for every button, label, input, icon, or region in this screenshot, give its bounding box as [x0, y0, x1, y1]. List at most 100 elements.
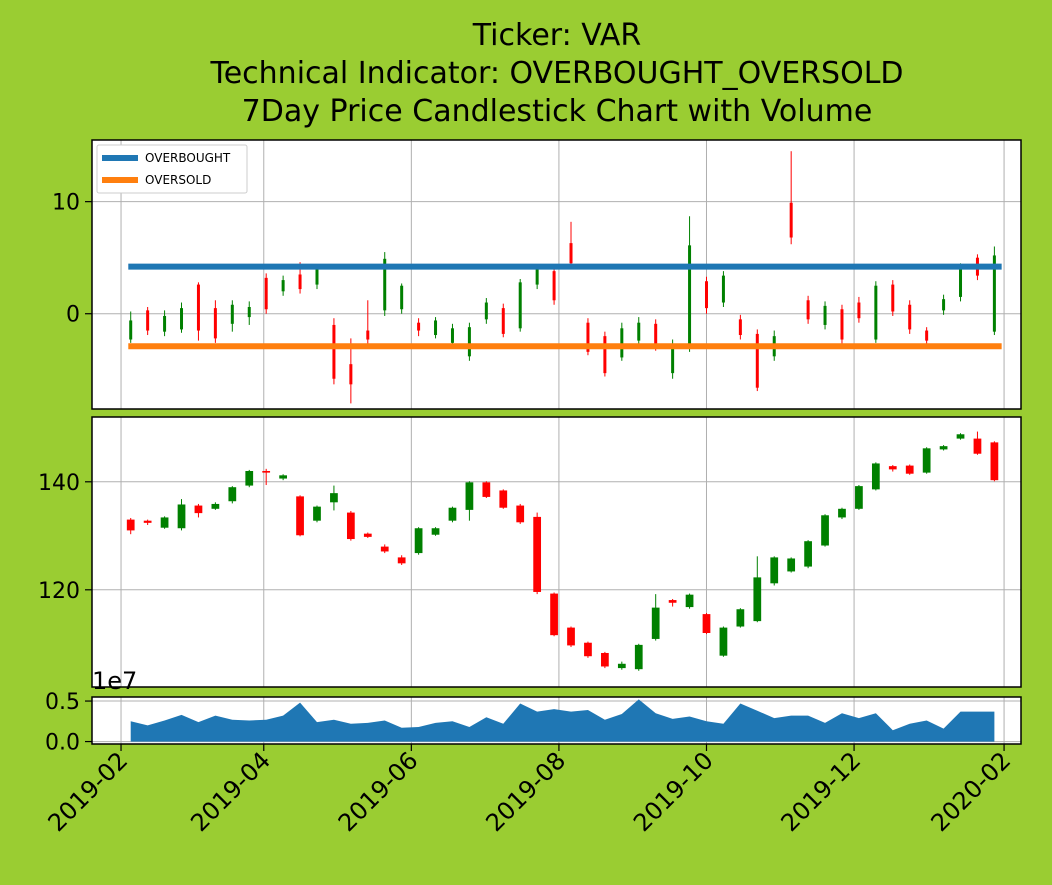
candle-body — [992, 255, 996, 332]
y-tick-label: 120 — [38, 579, 80, 604]
candle-body — [482, 482, 491, 497]
candle-body — [651, 607, 660, 639]
candle-body — [129, 320, 133, 340]
x-tick-label: 2020-02 — [926, 746, 1017, 837]
candle-body — [332, 324, 336, 379]
candle-body — [163, 315, 167, 332]
candle-body — [465, 482, 474, 510]
x-tick-label: 2019-04 — [185, 746, 276, 837]
candle-body — [146, 310, 150, 331]
candle-body — [654, 323, 658, 346]
candle-body — [484, 302, 488, 320]
candle-body — [821, 515, 829, 546]
candle-body — [855, 486, 863, 509]
x-tick-label: 2019-10 — [628, 746, 719, 837]
candle-body — [346, 512, 355, 540]
candle-body — [586, 322, 590, 352]
candle-body — [296, 496, 304, 536]
candle-body — [838, 508, 846, 518]
candle-body — [535, 268, 539, 285]
candle-body — [499, 490, 508, 508]
candle-body — [959, 266, 963, 297]
x-tick-label: 2019-06 — [333, 746, 424, 837]
candle-body — [755, 333, 759, 388]
candle-body — [552, 271, 556, 301]
candle-body — [313, 506, 321, 521]
candle-body — [789, 202, 793, 238]
candle-body — [637, 322, 641, 341]
candle-body — [247, 307, 251, 318]
candle-body — [823, 305, 827, 325]
candle-body — [177, 504, 186, 529]
indicator-panel-frame — [91, 139, 1022, 410]
candle-body — [567, 627, 575, 646]
candle-body — [431, 528, 440, 535]
candle-body — [685, 594, 694, 608]
candle-body — [450, 328, 454, 343]
price-candles — [126, 431, 999, 671]
candle-body — [634, 644, 643, 670]
candle-body — [874, 285, 878, 340]
x-tick-label: 2019-02 — [43, 746, 134, 837]
candle-body — [380, 546, 389, 552]
candle-body — [400, 285, 404, 310]
candle-body — [298, 274, 302, 290]
candle-body — [990, 442, 999, 481]
candle-body — [349, 364, 353, 385]
x-axis: 2019-02 2019-04 2019-06 2019-08 2019-10 2019-… — [43, 744, 1017, 837]
y-tick-label: 0.0 — [45, 731, 80, 756]
candle-body — [228, 487, 237, 502]
candle-body — [448, 507, 457, 521]
candle-body — [180, 308, 184, 330]
candle-body — [262, 471, 271, 473]
price-panel-frame — [91, 416, 1022, 688]
candle-body — [804, 541, 812, 567]
candle-body — [871, 463, 880, 490]
indicator-candles — [129, 151, 996, 404]
candle-body — [363, 533, 372, 537]
candle-body — [196, 284, 200, 331]
x-tick-label: 2019-12 — [776, 746, 867, 837]
candle-body — [671, 345, 675, 374]
candle-body — [603, 336, 607, 374]
candle-body — [397, 557, 406, 564]
candle-body — [211, 503, 220, 509]
candle-body — [434, 320, 438, 336]
candle-body — [279, 475, 287, 479]
indicator-y-axis: 0 10 — [52, 191, 92, 328]
candle-body — [417, 322, 421, 331]
candle-body — [806, 300, 810, 320]
candle-body — [550, 593, 558, 636]
volume-panel-frame — [91, 696, 1022, 745]
candle-body — [688, 245, 692, 348]
candle-body — [668, 600, 677, 603]
candle-body — [770, 557, 779, 584]
chart-title-indicator: Technical Indicator: OVERBOUGHT_OVERSOLD — [209, 56, 903, 91]
candle-body — [366, 330, 370, 340]
candle-body — [787, 558, 796, 572]
legend-oversold-label: OVERSOLD — [145, 173, 211, 187]
candle-body — [584, 642, 592, 657]
candle-body — [719, 627, 728, 656]
volume-area — [130, 699, 995, 742]
candle-body — [956, 434, 965, 439]
chart-title-description: 7Day Price Candlestick Chart with Volume — [242, 94, 873, 129]
chart-title-ticker: Ticker: VAR — [472, 18, 641, 53]
candle-body — [194, 505, 203, 514]
candle-body — [383, 258, 387, 311]
y-tick-label: 0.5 — [45, 690, 80, 715]
candle-body — [939, 446, 948, 450]
candle-body — [213, 308, 217, 339]
candle-body — [905, 465, 914, 474]
candle-body — [738, 319, 742, 336]
candle-body — [230, 304, 234, 324]
volume-y-axis: 0.0 0.5 — [45, 690, 92, 756]
candle-body — [925, 330, 929, 341]
price-grid — [92, 417, 1021, 687]
candle-body — [736, 609, 745, 627]
y-tick-label: 10 — [52, 191, 80, 216]
candle-body — [702, 614, 711, 633]
candle-body — [942, 299, 946, 311]
candle-body — [281, 280, 285, 292]
